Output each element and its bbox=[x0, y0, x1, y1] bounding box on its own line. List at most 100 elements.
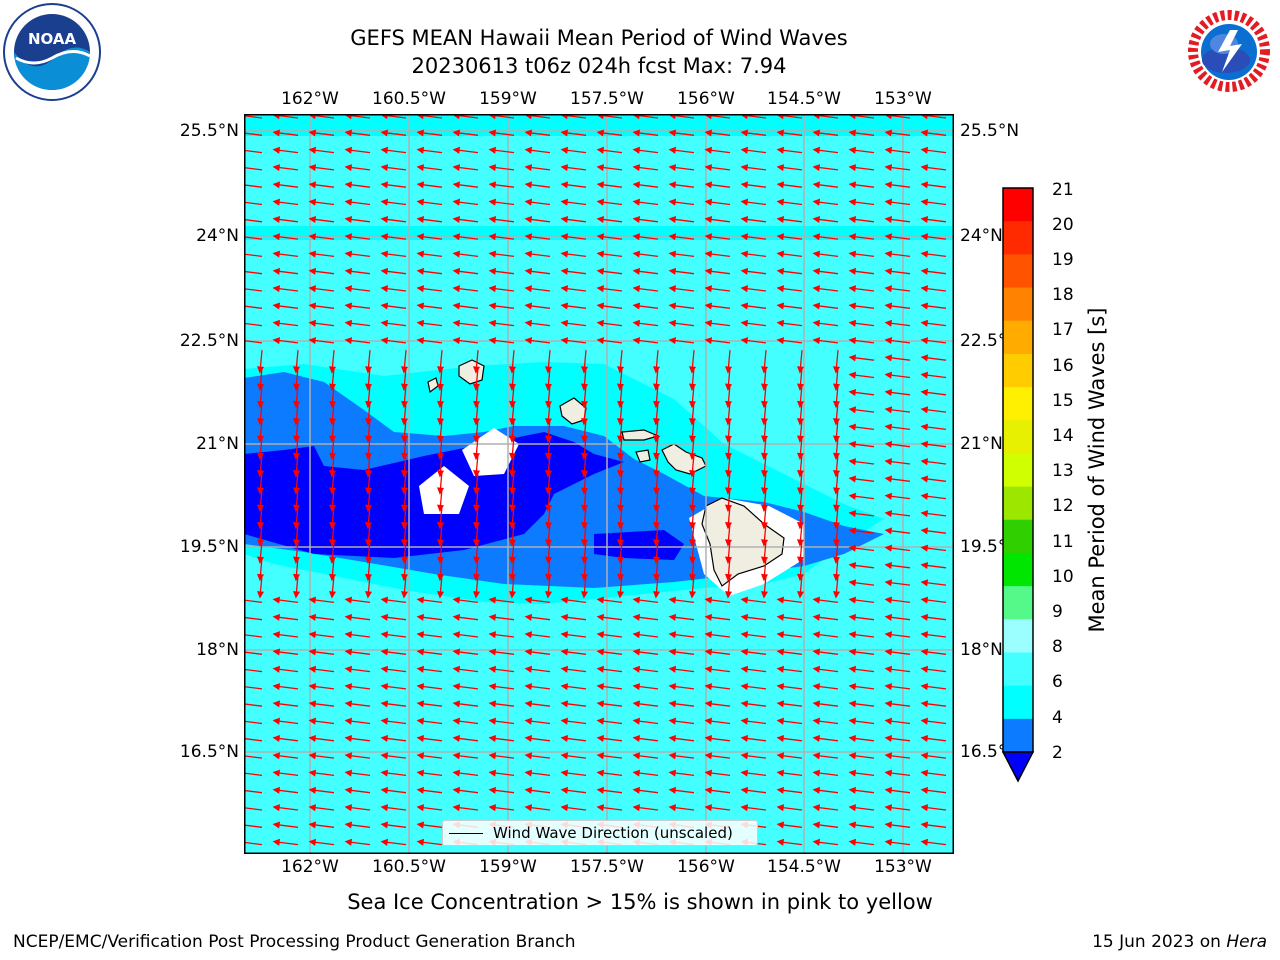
wave-arrow-head bbox=[884, 683, 893, 691]
wave-arrow-head bbox=[632, 198, 641, 206]
wave-arrow-head bbox=[560, 198, 569, 206]
wave-arrow-head bbox=[596, 700, 605, 708]
wave-arrow-head bbox=[776, 337, 785, 345]
wave-arrow-head bbox=[848, 544, 857, 552]
wave-arrow-head bbox=[272, 596, 281, 604]
wave-arrow-head bbox=[848, 769, 857, 777]
wave-arrow-head bbox=[632, 596, 641, 604]
wave-arrow-head bbox=[632, 648, 641, 656]
wave-arrow-head bbox=[344, 821, 353, 829]
wave-arrow-head bbox=[488, 752, 497, 760]
wave-arrow-head bbox=[776, 717, 785, 725]
wave-arrow-head bbox=[920, 665, 929, 673]
wave-arrow-head bbox=[632, 129, 641, 137]
wave-arrow-head bbox=[812, 233, 821, 241]
wave-arrow-head bbox=[740, 250, 749, 258]
wave-arrow-head bbox=[884, 181, 893, 189]
wave-arrow-head bbox=[920, 164, 929, 172]
island-hawaii bbox=[701, 497, 785, 587]
wave-arrow-head bbox=[256, 591, 265, 599]
map-legend: Wind Wave Direction (unscaled) bbox=[442, 820, 758, 846]
wave-arrow-head bbox=[740, 146, 749, 154]
wave-arrow-head bbox=[308, 631, 317, 639]
wave-arrow-head bbox=[884, 613, 893, 621]
wave-arrow-head bbox=[452, 769, 461, 777]
wave-arrow-head bbox=[668, 804, 677, 812]
wave-arrow-head bbox=[776, 198, 785, 206]
wave-arrow-head bbox=[308, 319, 317, 327]
wave-arrow-head bbox=[776, 267, 785, 275]
wave-arrow-head bbox=[560, 683, 569, 691]
wave-arrow-head bbox=[344, 631, 353, 639]
wave-arrow bbox=[244, 772, 263, 777]
wave-arrow-head bbox=[812, 164, 821, 172]
sea-ice-note: Sea Ice Concentration > 15% is shown in … bbox=[347, 890, 933, 914]
wave-arrow-head bbox=[272, 700, 281, 708]
wave-arrow-head bbox=[812, 734, 821, 743]
noaa-logo: NOAA bbox=[3, 3, 101, 101]
wave-arrow-head bbox=[848, 683, 857, 691]
wave-arrow-head bbox=[884, 440, 893, 448]
wave-arrow-head bbox=[380, 129, 389, 137]
wave-arrow-head bbox=[632, 717, 641, 725]
island-molokai bbox=[621, 429, 660, 441]
colorbar-block bbox=[1003, 420, 1033, 454]
wave-arrow-head bbox=[668, 129, 677, 137]
wave-arrow-head bbox=[884, 319, 893, 327]
wave-arrow-head bbox=[416, 752, 425, 760]
wave-arrow-head bbox=[740, 596, 749, 604]
wave-arrow-head bbox=[292, 591, 301, 599]
wave-arrow-head bbox=[596, 631, 605, 639]
wave-arrow-head bbox=[560, 786, 569, 794]
wave-arrow-head bbox=[704, 285, 713, 293]
wave-arrow-head bbox=[884, 838, 893, 846]
colorbar-border bbox=[1002, 187, 1034, 753]
wave-arrow-head bbox=[416, 285, 425, 293]
wave-arrow-head bbox=[812, 683, 821, 691]
wave-arrow-head bbox=[380, 302, 389, 310]
wave-arrow-head bbox=[272, 648, 281, 656]
wave-arrow-head bbox=[632, 267, 641, 275]
wave-arrow-head bbox=[560, 337, 569, 345]
period-band-0-2 bbox=[594, 530, 684, 560]
wave-arrow-head bbox=[884, 492, 893, 500]
wave-arrow-head bbox=[848, 804, 857, 812]
wave-arrow-head bbox=[416, 717, 425, 725]
wave-arrow-head bbox=[812, 717, 821, 725]
wave-arrow-head bbox=[848, 648, 857, 656]
wave-arrow-head bbox=[740, 233, 749, 241]
wave-arrow-head bbox=[740, 665, 749, 673]
wave-arrow-head bbox=[416, 648, 425, 656]
wave-arrow-head bbox=[668, 250, 677, 258]
wave-arrow-head bbox=[308, 164, 317, 172]
wave-arrow-head bbox=[632, 181, 641, 189]
wave-arrow-head bbox=[884, 734, 893, 743]
wave-arrow-head bbox=[668, 215, 677, 224]
map-panel[interactable] bbox=[244, 114, 954, 854]
wave-arrow-head bbox=[776, 181, 785, 189]
wave-arrow-head bbox=[560, 164, 569, 172]
wave-arrow-head bbox=[380, 838, 389, 846]
wave-arrow-head bbox=[920, 821, 929, 829]
wave-arrow-head bbox=[740, 700, 749, 708]
wave-arrow-head bbox=[848, 164, 857, 172]
colorbar-tick: 6 bbox=[1052, 672, 1063, 692]
colorbar-tick: 13 bbox=[1052, 461, 1074, 481]
colorbar-tick: 18 bbox=[1052, 285, 1074, 305]
wave-arrow-head bbox=[668, 198, 677, 206]
lat-tick-left: 16.5°N bbox=[179, 742, 239, 762]
wave-arrow-head bbox=[740, 648, 749, 656]
wave-arrow-head bbox=[848, 129, 857, 137]
wave-arrow-head bbox=[704, 665, 713, 673]
wave-arrow-head bbox=[380, 683, 389, 691]
wave-arrow-head bbox=[812, 267, 821, 275]
wave-arrow bbox=[244, 720, 263, 725]
wave-arrow-head bbox=[632, 613, 641, 621]
wave-arrow-head bbox=[920, 354, 929, 362]
wave-arrow-head bbox=[416, 734, 425, 743]
wave-arrow-head bbox=[704, 319, 713, 327]
wave-arrow-head bbox=[380, 648, 389, 656]
wave-arrow-head bbox=[524, 717, 533, 725]
wave-arrow-head bbox=[524, 734, 533, 743]
map-canvas[interactable] bbox=[244, 114, 954, 854]
